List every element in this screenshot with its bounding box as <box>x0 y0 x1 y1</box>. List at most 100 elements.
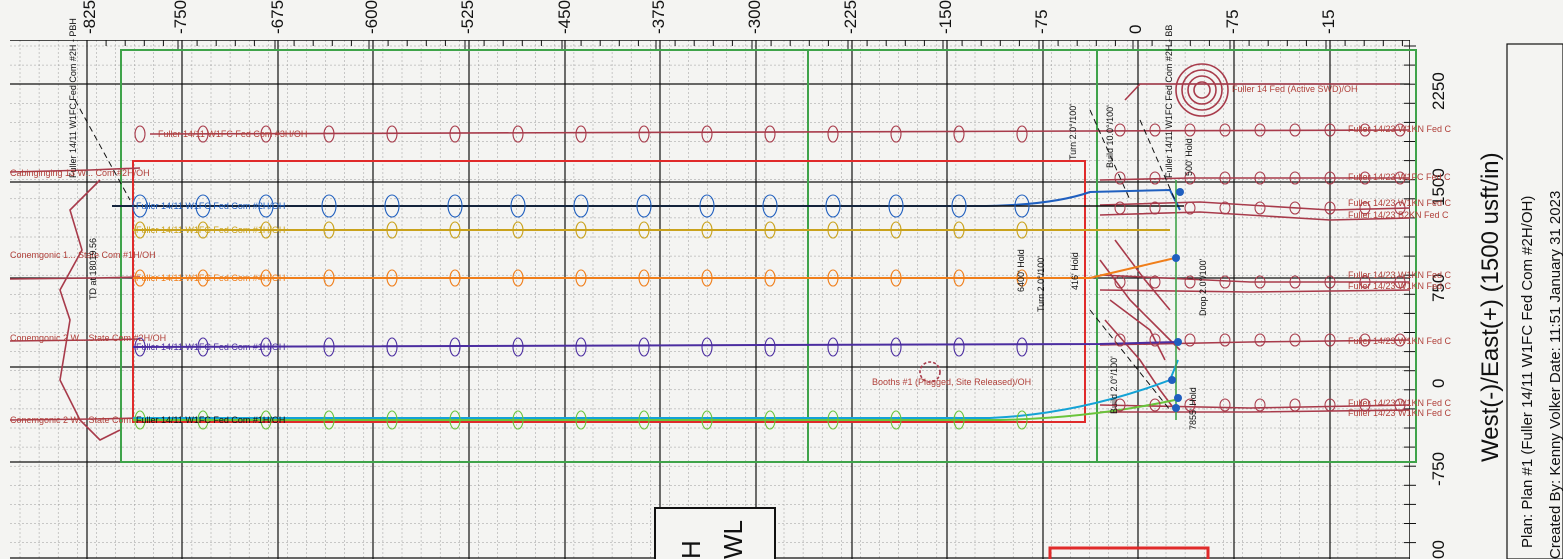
top-tick-label: 0 <box>1126 25 1145 34</box>
survey-ellipse <box>197 337 209 357</box>
well-label-r5: Fuller 14/23 W1KN Fed C <box>1348 270 1452 280</box>
survey-ellipse <box>638 337 650 357</box>
bottom-boxes: H WL <box>654 507 1210 559</box>
well-label-r8: Fuller 14/23 W1KN Fed C <box>1348 398 1452 408</box>
right-tick-label: -750 <box>1429 452 1448 486</box>
bottom-box-h: H <box>676 540 706 559</box>
top-tick-label: -75 <box>1032 9 1051 34</box>
survey-ellipse <box>1324 123 1336 137</box>
surface-location-dot <box>1174 394 1182 402</box>
survey-ellipse <box>512 410 524 430</box>
offset-well-left-3 <box>9 338 141 342</box>
offset-well-r4 <box>1099 274 1410 283</box>
right-tick-label: 0 <box>1429 379 1448 388</box>
created-text: Created By: Kenny Volker Date: 11:51 Jan… <box>1547 191 1563 559</box>
survey-ellipse <box>1289 123 1301 137</box>
survey-ellipse <box>762 194 778 218</box>
top-tick-label: -825 <box>80 0 99 34</box>
dashed-guide-3 <box>1139 119 1176 201</box>
survey-ellipse <box>1359 201 1371 215</box>
survey-ellipse <box>197 410 209 430</box>
survey-ellipse <box>1016 125 1028 143</box>
survey-ellipse <box>1254 171 1266 185</box>
well-label-state-com-2h-b: Conemgonic 2 W... State Com #2H/OH <box>10 333 166 343</box>
well-label-orange: Fuller 14/11 W1FC Fed Com #4H/OH <box>136 273 285 283</box>
survey-ellipse <box>195 194 211 218</box>
well-label-purple: Fuller 14/11 W1FC Fed Com #1H/OH <box>136 342 285 352</box>
survey-ellipse <box>701 125 713 143</box>
survey-ellipse <box>1149 275 1161 289</box>
well-label-r3: Fuller 14/23 W1KN Fed C <box>1348 198 1452 208</box>
annotation-hold500: 500' Hold <box>1184 138 1194 176</box>
survey-ellipse <box>1149 398 1161 412</box>
survey-ellipse <box>1394 171 1406 185</box>
survey-ellipse <box>449 410 461 430</box>
survey-ellipse <box>1254 398 1266 412</box>
survey-ellipse <box>1254 333 1266 347</box>
well-label-blue: Fuller 14/11 W1FC Fed Com #2H/OH <box>136 201 285 211</box>
survey-ellipse <box>638 269 650 287</box>
annotation-build2: Build 2.0°/100' <box>1109 356 1119 414</box>
survey-ellipse <box>260 410 272 430</box>
top-tick-label: -525 <box>458 0 477 34</box>
survey-ellipse <box>1359 123 1371 137</box>
info-panel-box <box>1506 43 1563 559</box>
survey-ellipse <box>134 221 146 239</box>
top-tick-label: -225 <box>841 0 860 34</box>
surface-location-dot <box>1176 188 1184 196</box>
survey-ellipse <box>764 269 776 287</box>
survey-ellipse <box>1219 171 1231 185</box>
setback-boundary <box>132 160 1086 423</box>
survey-ellipse <box>701 221 713 239</box>
swd-well-ring-2 <box>1187 75 1217 105</box>
survey-ellipse <box>1219 275 1231 289</box>
survey-ellipse <box>825 194 841 218</box>
annotations: TD at 18019.56 Turn 2.0°/100' Build 10.0… <box>88 104 1208 430</box>
survey-ellipse <box>1359 275 1371 289</box>
survey-ellipse <box>1184 123 1196 137</box>
bottom-box-wl: WL <box>718 520 748 559</box>
survey-ellipse <box>449 125 461 143</box>
right-tick-label: 1500 <box>1429 168 1448 206</box>
lease-boundary <box>120 49 1417 463</box>
survey-ellipse <box>323 410 335 430</box>
survey-ellipse <box>323 269 335 287</box>
right-tick-label: 2250 <box>1429 72 1448 110</box>
survey-ellipse <box>1394 275 1406 289</box>
surface-location-dot <box>1172 404 1180 412</box>
survey-ellipse <box>1114 398 1126 412</box>
survey-ellipse <box>575 269 587 287</box>
top-tick-label: -450 <box>555 0 574 34</box>
survey-ellipse <box>384 194 400 218</box>
well-label-top-left-vert: Fuller 14/11 W1FC Fed Com #2H - PBH <box>68 18 78 178</box>
survey-ellipse <box>638 221 650 239</box>
survey-ellipse <box>1114 201 1126 215</box>
survey-ellipse <box>1219 398 1231 412</box>
survey-ellipse <box>1114 171 1126 185</box>
survey-ellipse <box>827 125 839 143</box>
survey-ellipse <box>260 269 272 287</box>
survey-ellipse <box>890 269 902 287</box>
survey-ellipse <box>1324 171 1336 185</box>
survey-ellipse <box>764 221 776 239</box>
survey-ellipse <box>323 125 335 143</box>
survey-ellipse <box>1114 333 1126 347</box>
top-tick-label: -75 <box>1223 9 1242 34</box>
survey-ellipse <box>1324 398 1336 412</box>
offset-well-upper <box>1124 83 1400 101</box>
survey-ellipse <box>260 337 272 357</box>
offset-well-3h <box>149 129 1411 135</box>
survey-ellipse <box>1289 275 1301 289</box>
survey-ellipse <box>636 194 652 218</box>
survey-ellipse <box>1254 123 1266 137</box>
offset-well-left-4 <box>9 417 141 421</box>
green-lateral <box>133 399 1176 421</box>
dashed-guide-4 <box>1089 309 1171 411</box>
survey-ellipse <box>512 269 524 287</box>
survey-ellipse <box>1016 269 1028 287</box>
survey-ellipse <box>1289 333 1301 347</box>
survey-ellipse <box>638 410 650 430</box>
survey-ellipse <box>1289 171 1301 185</box>
survey-ellipse <box>512 125 524 143</box>
well-label-swd: Fuller 14 Fed (Active SWD)/OH <box>1232 84 1358 94</box>
